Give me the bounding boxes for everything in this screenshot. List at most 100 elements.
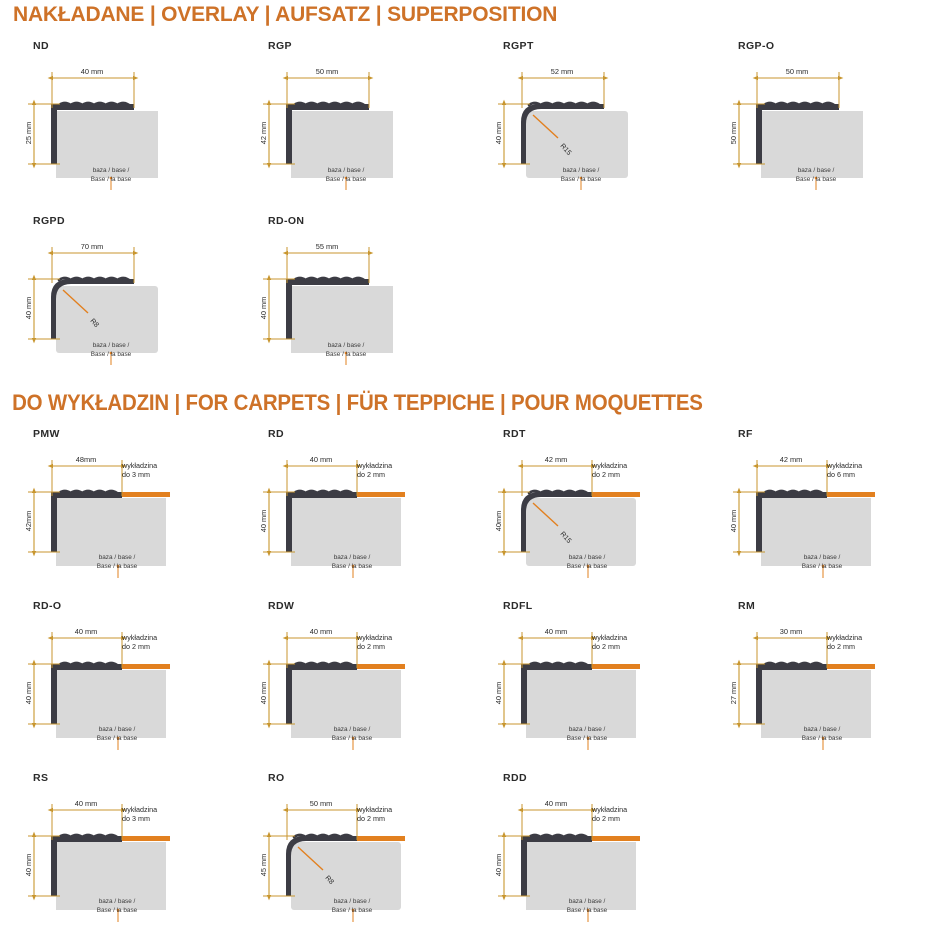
profile-drawing: wykładzina do 6 mm 42 mm 40 mm <box>711 446 926 578</box>
profile-card-ro: RO R8 wykładzina do 2 mm 50 mm 45 mm baz… <box>235 772 470 944</box>
svg-text:do 2 mm: do 2 mm <box>357 470 385 479</box>
svg-text:40 mm: 40 mm <box>75 799 98 808</box>
profile-code: RGP-O <box>738 40 775 52</box>
base-caption: baza / base / Base / la base <box>331 726 373 743</box>
profile-card-rgp: RGP 50 mm 42 mm baza / base / Base / la b… <box>235 40 470 215</box>
svg-text:do 2 mm: do 2 mm <box>357 814 385 823</box>
svg-text:40 mm: 40 mm <box>310 627 333 636</box>
profile-grid-overlay: ND 40 mm 25 mm baza / base / Base / la ba… <box>0 40 940 390</box>
profile-drawing: wykładzina do 2 mm 40 mm 40 mm <box>241 446 456 578</box>
profile-card-rgpt: RGPT R15 52 mm 40 mm baza / base / Base /… <box>470 40 705 215</box>
svg-text:40mm: 40mm <box>494 511 503 532</box>
profile-drawing: 50 mm 42 mm <box>241 58 456 190</box>
profile-drawing: wykładzina do 2 mm 40 mm 40 mm <box>476 618 691 750</box>
svg-text:40 mm: 40 mm <box>24 297 33 320</box>
svg-text:40 mm: 40 mm <box>729 510 738 533</box>
profile-code: RS <box>33 772 49 784</box>
svg-text:40 mm: 40 mm <box>494 122 503 145</box>
profile-code: RD <box>268 428 284 440</box>
svg-text:wykładzina: wykładzina <box>121 461 157 470</box>
profile-card-rd-o: RD-O wykładzina do 2 mm 40 mm 40 mm baza… <box>0 600 235 772</box>
svg-text:40 mm: 40 mm <box>259 682 268 705</box>
svg-text:42 mm: 42 mm <box>780 455 803 464</box>
profile-code: RGPD <box>33 215 65 227</box>
base-caption: baza / base / Base / la base <box>566 726 608 743</box>
svg-text:40 mm: 40 mm <box>310 455 333 464</box>
profile-code: PMW <box>33 428 60 440</box>
svg-text:50 mm: 50 mm <box>729 122 738 145</box>
profile-drawing: 50 mm 50 mm <box>711 58 926 190</box>
profile-card-rd-on: RD-ON 55 mm 40 mm baza / base / Base / la… <box>235 215 470 390</box>
profile-code: RM <box>738 600 756 612</box>
profile-card-rf: RF wykładzina do 6 mm 42 mm 40 mm baza /… <box>705 428 940 600</box>
base-caption: baza / base / Base / la base <box>801 554 843 571</box>
svg-text:do 3 mm: do 3 mm <box>122 470 150 479</box>
profile-drawing: wykładzina do 2 mm 30 mm 27 mm <box>711 618 926 750</box>
profile-grid-carpets: PMW wykładzina do 3 mm 48mm 42mm baza / … <box>0 428 940 944</box>
profile-code: RGPT <box>503 40 534 52</box>
profile-drawing: wykładzina do 2 mm 40 mm 40 mm <box>476 790 691 922</box>
profile-drawing: 40 mm 25 mm <box>6 58 221 190</box>
svg-text:48mm: 48mm <box>76 455 97 464</box>
profile-code: ND <box>33 40 49 52</box>
base-caption: baza / base / Base / la base <box>566 898 608 915</box>
profile-code: RDT <box>503 428 526 440</box>
svg-text:40 mm: 40 mm <box>545 799 568 808</box>
svg-text:40 mm: 40 mm <box>24 854 33 877</box>
profile-card-rdt: RDT R15 wykładzina do 2 mm 42 mm 40mm ba… <box>470 428 705 600</box>
svg-text:70 mm: 70 mm <box>81 242 104 251</box>
svg-text:do 2 mm: do 2 mm <box>592 642 620 651</box>
profile-card-rgp-o: RGP-O 50 mm 50 mm baza / base / Base / la… <box>705 40 940 215</box>
profile-card-rdd: RDD wykładzina do 2 mm 40 mm 40 mm baza … <box>470 772 705 944</box>
svg-text:R8: R8 <box>324 875 335 886</box>
profile-code: RGP <box>268 40 292 52</box>
svg-text:wykładzina: wykładzina <box>591 461 627 470</box>
svg-text:40 mm: 40 mm <box>494 682 503 705</box>
svg-text:42 mm: 42 mm <box>545 455 568 464</box>
svg-text:52 mm: 52 mm <box>551 67 574 76</box>
base-caption: baza / base / Base / la base <box>331 554 373 571</box>
svg-text:wykładzina: wykładzina <box>356 633 392 642</box>
profile-drawing: R15 52 mm 40 mm <box>476 58 691 190</box>
svg-text:wykładzina: wykładzina <box>826 633 862 642</box>
svg-text:55 mm: 55 mm <box>316 242 339 251</box>
base-caption: baza / base / Base / la base <box>90 167 132 184</box>
profile-drawing: R15 wykładzina do 2 mm 42 mm 40mm <box>476 446 691 578</box>
profile-code: RO <box>268 772 285 784</box>
svg-text:40 mm: 40 mm <box>81 67 104 76</box>
profile-card-rd: RD wykładzina do 2 mm 40 mm 40 mm baza /… <box>235 428 470 600</box>
svg-text:wykładzina: wykładzina <box>356 805 392 814</box>
base-caption: baza / base / Base / la base <box>566 554 608 571</box>
base-caption: baza / base / Base / la base <box>801 726 843 743</box>
svg-text:50 mm: 50 mm <box>316 67 339 76</box>
profile-code: RDW <box>268 600 295 612</box>
svg-text:do 2 mm: do 2 mm <box>122 642 150 651</box>
svg-text:42mm: 42mm <box>24 511 33 532</box>
svg-text:40 mm: 40 mm <box>75 627 98 636</box>
svg-text:R8: R8 <box>89 318 100 329</box>
svg-text:42 mm: 42 mm <box>259 122 268 145</box>
svg-text:40 mm: 40 mm <box>545 627 568 636</box>
base-caption: baza / base / Base / la base <box>96 554 138 571</box>
svg-text:wykładzina: wykładzina <box>121 805 157 814</box>
svg-text:27 mm: 27 mm <box>729 682 738 705</box>
profile-code: RD-ON <box>268 215 305 227</box>
svg-text:wykładzina: wykładzina <box>591 633 627 642</box>
profile-drawing: R8 wykładzina do 2 mm 50 mm 45 mm <box>241 790 456 922</box>
profile-code: RF <box>738 428 753 440</box>
profile-drawing: wykładzina do 3 mm 40 mm 40 mm <box>6 790 221 922</box>
profile-card-rdfl: RDFL wykładzina do 2 mm 40 mm 40 mm baza… <box>470 600 705 772</box>
base-caption: baza / base / Base / la base <box>96 898 138 915</box>
svg-text:do 2 mm: do 2 mm <box>592 814 620 823</box>
svg-text:do 2 mm: do 2 mm <box>357 642 385 651</box>
base-caption: baza / base / Base / la base <box>795 167 837 184</box>
profile-code: RDFL <box>503 600 533 612</box>
svg-text:25 mm: 25 mm <box>24 122 33 145</box>
svg-text:do 2 mm: do 2 mm <box>592 470 620 479</box>
svg-text:wykładzina: wykładzina <box>591 805 627 814</box>
svg-text:wykładzina: wykładzina <box>121 633 157 642</box>
svg-text:wykładzina: wykładzina <box>826 461 862 470</box>
svg-text:30 mm: 30 mm <box>780 627 803 636</box>
section-heading-carpets: DO WYKŁADZIN | FOR CARPETS | FÜR TEPPICH… <box>12 390 703 415</box>
